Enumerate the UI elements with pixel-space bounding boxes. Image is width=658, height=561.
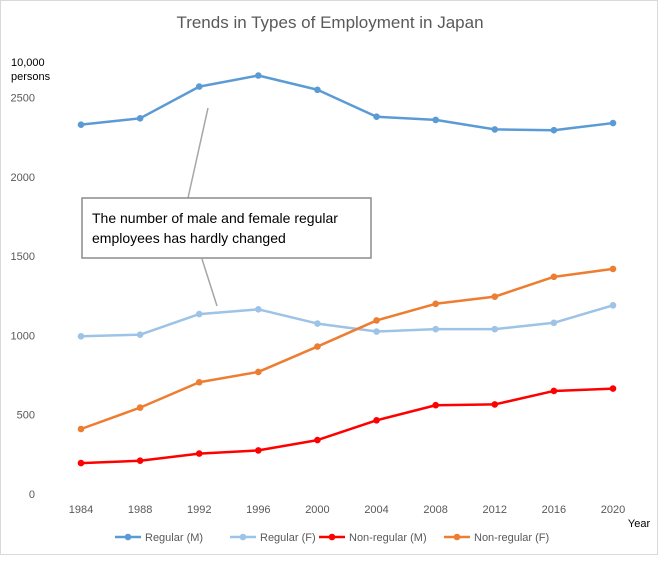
data-point xyxy=(609,302,617,309)
series-line xyxy=(80,304,614,338)
data-point xyxy=(432,325,439,333)
y-tick-label: 0 xyxy=(29,489,35,501)
legend-label: Non-regular (F) xyxy=(474,532,549,544)
callout-text-line2: employees has hardly changed xyxy=(92,230,286,246)
y-axis-unit-line1: 10,000 xyxy=(11,57,45,69)
data-point xyxy=(314,320,321,327)
legend-label: Non-regular (M) xyxy=(349,532,427,544)
legend-item: Regular (F) xyxy=(230,532,316,544)
legend: Regular (M) Regular (F) Non-regular (M) Non… xyxy=(115,532,549,544)
series-1 xyxy=(77,302,617,340)
data-point xyxy=(314,343,321,350)
data-point xyxy=(77,425,85,433)
data-point xyxy=(255,368,262,376)
data-point xyxy=(609,265,617,273)
data-point xyxy=(77,459,85,467)
callout-pointer-bottom xyxy=(201,258,218,307)
legend-item: Regular (M) xyxy=(115,532,203,544)
callout-box: The number of male and female regular em… xyxy=(81,197,372,259)
data-point xyxy=(609,385,617,392)
x-tick-label: 2012 xyxy=(483,504,507,516)
legend-swatch-marker xyxy=(239,533,247,541)
data-point xyxy=(550,319,558,327)
y-axis-unit-line2: persons xyxy=(11,71,51,83)
series-line xyxy=(80,74,614,132)
data-point xyxy=(195,310,203,318)
series-line xyxy=(80,387,614,465)
legend-label: Regular (F) xyxy=(260,532,316,544)
data-point xyxy=(432,300,439,308)
x-tick-label: 1988 xyxy=(128,504,152,516)
data-point xyxy=(432,116,439,124)
x-tick-label: 2008 xyxy=(423,504,447,516)
data-point xyxy=(255,306,262,313)
data-point xyxy=(550,387,558,395)
y-tick-label: 1000 xyxy=(11,330,35,342)
series-0 xyxy=(77,72,617,134)
series-line xyxy=(80,267,614,431)
x-tick-label: 2004 xyxy=(364,504,388,516)
legend-label: Regular (M) xyxy=(145,532,203,544)
x-axis-ticks: 1984 1988 1992 1996 2000 2004 2008 2012 2016 2020 xyxy=(69,504,625,516)
x-tick-label: 1992 xyxy=(187,504,211,516)
legend-swatch-marker xyxy=(328,533,336,541)
data-point xyxy=(195,450,203,457)
data-point xyxy=(373,328,380,335)
data-point xyxy=(373,416,380,424)
data-point xyxy=(550,273,558,281)
series-2 xyxy=(77,385,617,467)
x-tick-label: 1996 xyxy=(246,504,270,516)
data-point xyxy=(136,457,144,465)
y-tick-label: 1500 xyxy=(11,251,35,263)
data-point xyxy=(136,115,144,122)
data-point xyxy=(491,293,499,300)
data-point xyxy=(491,126,499,133)
data-point xyxy=(609,119,617,127)
y-tick-label: 2000 xyxy=(11,172,35,184)
y-tick-label: 2500 xyxy=(11,93,35,105)
legend-swatch-marker xyxy=(453,533,461,541)
callout-pointer-top xyxy=(187,107,209,199)
series-3 xyxy=(77,265,617,433)
legend-swatch-marker xyxy=(124,533,132,541)
x-tick-label: 2016 xyxy=(542,504,566,516)
data-point xyxy=(195,83,203,90)
chart-title: Trends in Types of Employment in Japan xyxy=(176,13,483,32)
x-axis-label: Year xyxy=(628,518,651,530)
data-point xyxy=(136,404,144,411)
data-point xyxy=(77,332,85,340)
data-point xyxy=(491,401,499,408)
legend-item: Non-regular (F) xyxy=(444,532,549,544)
data-point xyxy=(373,113,380,121)
data-point xyxy=(373,317,380,324)
series-layer xyxy=(77,72,617,467)
data-point xyxy=(314,86,321,94)
x-tick-label: 1984 xyxy=(69,504,93,516)
data-point xyxy=(136,331,144,338)
data-point xyxy=(314,436,321,444)
y-axis-ticks: 0 500 1000 1500 2000 2500 xyxy=(11,93,35,501)
data-point xyxy=(255,72,262,79)
y-tick-label: 500 xyxy=(17,410,35,422)
data-point xyxy=(255,447,262,454)
data-point xyxy=(432,401,439,409)
callout-box-frame xyxy=(81,197,372,259)
legend-item: Non-regular (M) xyxy=(319,532,427,544)
data-point xyxy=(77,121,85,128)
x-tick-label: 2020 xyxy=(601,504,625,516)
x-tick-label: 2000 xyxy=(305,504,329,516)
data-point xyxy=(195,378,203,386)
data-point xyxy=(550,126,558,134)
data-point xyxy=(491,325,499,333)
callout-text-line1: The number of male and female regular xyxy=(92,210,338,226)
